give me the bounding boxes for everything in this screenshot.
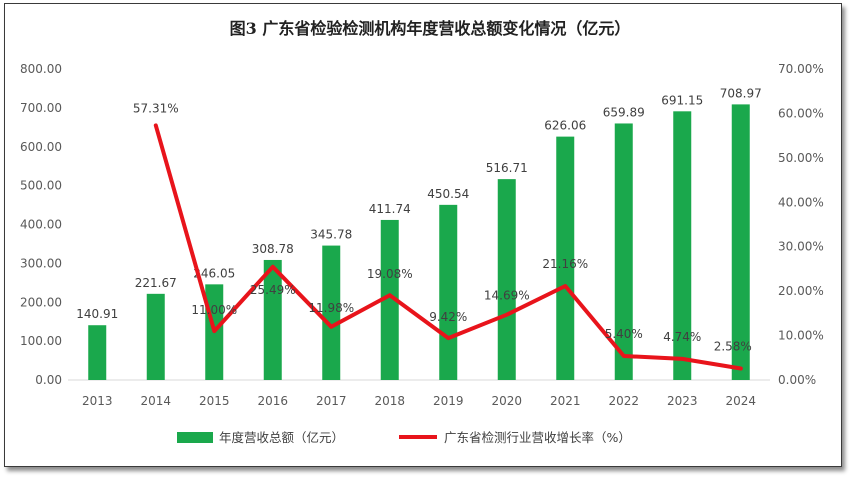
chart-frame — [4, 3, 842, 467]
growth-line — [153, 123, 743, 371]
line-value-label: 25.49% — [250, 283, 296, 297]
x-tick-label: 2024 — [725, 394, 756, 408]
bar-value-label: 308.78 — [252, 242, 294, 256]
bar — [731, 104, 750, 380]
line-value-label: 11.98% — [308, 301, 354, 315]
x-tick-label: 2020 — [491, 394, 522, 408]
right-tick-label: 40.00% — [778, 195, 824, 209]
line-value-label: 11.00% — [191, 303, 237, 317]
x-tick-label: 2014 — [140, 394, 171, 408]
x-tick-label: 2022 — [608, 394, 639, 408]
left-tick-label: 600.00 — [20, 140, 62, 154]
bar — [556, 136, 575, 380]
bar-labels: 140.91 221.67 246.05 308.78 345.78 411.74 450.… — [76, 86, 762, 321]
bar — [88, 325, 107, 380]
bar — [380, 219, 399, 380]
bar — [322, 245, 341, 380]
bar-value-label: 708.97 — [720, 86, 762, 100]
x-tick-label: 2016 — [257, 394, 288, 408]
right-tick-label: 10.00% — [778, 329, 824, 343]
left-tick-label: 0.00 — [35, 373, 62, 387]
bar — [673, 111, 692, 381]
left-tick-label: 400.00 — [20, 218, 62, 232]
bar-value-label: 659.89 — [603, 105, 645, 119]
bar — [439, 204, 458, 380]
x-tick-label: 2018 — [374, 394, 405, 408]
bar-value-label: 450.54 — [427, 187, 469, 201]
right-tick-label: 60.00% — [778, 106, 824, 120]
right-tick-label: 0.00% — [778, 373, 816, 387]
line-value-label: 9.42% — [429, 310, 467, 324]
bar-value-label: 691.15 — [661, 93, 703, 107]
line-value-label: 19.08% — [367, 267, 413, 281]
line-labels: 57.31% 11.00% 25.49% 11.98% 19.08% 9.42% 14.69… — [133, 101, 752, 353]
x-tick-label: 2013 — [82, 394, 113, 408]
legend-label-bars: 年度营收总额（亿元） — [219, 430, 344, 445]
x-tick-label: 2021 — [550, 394, 581, 408]
line-value-label: 4.74% — [663, 330, 701, 344]
left-tick-label: 700.00 — [20, 101, 62, 115]
right-tick-label: 20.00% — [778, 284, 824, 298]
bar-value-label: 411.74 — [369, 202, 411, 216]
right-tick-label: 30.00% — [778, 240, 824, 254]
right-tick-label: 50.00% — [778, 151, 824, 165]
left-tick-label: 300.00 — [20, 256, 62, 270]
line-value-label: 2.58% — [714, 340, 752, 354]
bar-value-label: 140.91 — [76, 307, 118, 321]
right-axis-ticks: 0.00% 10.00% 20.00% 30.00% 40.00% 50.00% 60.00… — [778, 62, 824, 387]
bar-value-label: 626.06 — [544, 119, 586, 133]
line-value-label: 5.40% — [605, 327, 643, 341]
x-tick-label: 2019 — [433, 394, 464, 408]
x-tick-label: 2023 — [667, 394, 698, 408]
line-value-label: 14.69% — [484, 289, 530, 303]
legend-swatch-bars — [177, 432, 213, 443]
bar-value-label: 345.78 — [310, 228, 352, 242]
legend-label-line: 广东省检测行业营收增长率（%） — [444, 430, 631, 445]
legend: 年度营收总额（亿元） 广东省检测行业营收增长率（%） — [177, 430, 631, 445]
x-axis-ticks: 2013 2014 2015 2016 2017 2018 2019 2020 2021 2022… — [82, 394, 756, 408]
left-tick-label: 100.00 — [20, 334, 62, 348]
bar — [263, 259, 282, 380]
x-tick-label: 2017 — [316, 394, 347, 408]
bar — [614, 123, 633, 380]
left-tick-label: 200.00 — [20, 295, 62, 309]
left-tick-label: 500.00 — [20, 179, 62, 193]
bar-value-label: 246.05 — [193, 266, 235, 280]
line-value-label: 57.31% — [133, 101, 179, 115]
left-tick-label: 800.00 — [20, 62, 62, 76]
right-tick-label: 70.00% — [778, 62, 824, 76]
growth-line-path — [153, 123, 743, 371]
line-value-label: 21.16% — [542, 257, 588, 271]
chart-title: 图3 广东省检验检测机构年度营收总额变化情况（亿元） — [230, 19, 631, 38]
bar — [146, 293, 165, 380]
bar-value-label: 516.71 — [486, 161, 528, 175]
x-tick-label: 2015 — [199, 394, 230, 408]
bar — [497, 179, 516, 380]
left-axis-ticks: 0.00 100.00 200.00 300.00 400.00 500.00 600.00… — [20, 62, 62, 387]
bars — [88, 104, 750, 381]
bar-value-label: 221.67 — [135, 276, 177, 290]
